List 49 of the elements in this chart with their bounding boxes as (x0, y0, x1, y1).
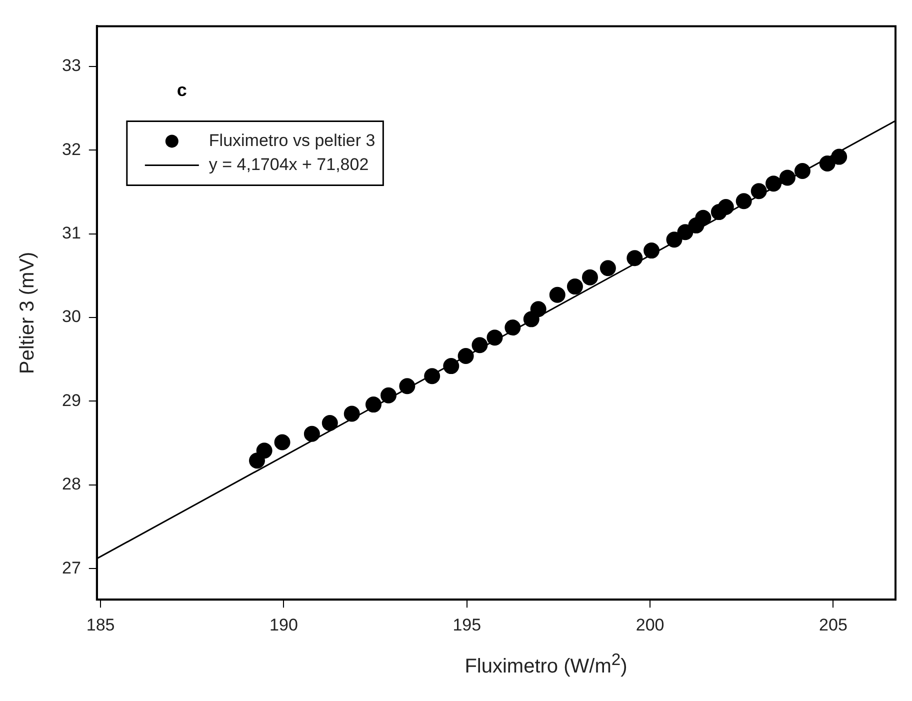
point (304, 426, 320, 442)
x-tick-label: 190 (270, 615, 298, 634)
y-axis-title: Peltier 3 (mV) (16, 252, 39, 374)
y-tick-label: 33 (62, 56, 81, 76)
x-tick-label: 195 (452, 615, 482, 634)
point (626, 250, 643, 266)
point (794, 163, 810, 180)
point (677, 224, 694, 240)
x-tick-label: 185 (86, 615, 115, 634)
point (644, 242, 660, 259)
point (600, 260, 616, 276)
point (566, 278, 583, 295)
point (274, 434, 290, 450)
point (766, 176, 782, 192)
x-tick-label: 200 (636, 615, 664, 634)
annotation: c (176, 80, 187, 100)
legend-label: Fluximetro vs peltier 3 (208, 130, 376, 150)
point (486, 330, 503, 346)
point (666, 232, 682, 248)
point (424, 368, 440, 384)
point (365, 396, 382, 413)
y-tick-label: 30 (62, 307, 81, 326)
y-tick-label: 27 (62, 558, 81, 578)
point (819, 155, 836, 172)
point (472, 337, 488, 354)
point (582, 269, 598, 286)
point (695, 210, 712, 226)
point (322, 414, 338, 431)
point (443, 358, 460, 374)
point (399, 378, 416, 394)
point (458, 348, 474, 364)
point (380, 387, 397, 404)
point (736, 193, 752, 210)
y-tick-label: 28 (62, 474, 81, 494)
y-tick-label: 32 (62, 140, 81, 159)
point (549, 286, 566, 303)
point (256, 442, 272, 459)
point (779, 170, 796, 186)
x-tick-label: 205 (819, 615, 848, 634)
y-tick-label: 29 (62, 390, 81, 410)
point (530, 301, 546, 318)
y-tick-label: 31 (62, 223, 81, 242)
point (344, 406, 360, 422)
legend-label: y = 4,1704x + 71,802 (208, 154, 369, 174)
point (504, 320, 521, 336)
point (718, 199, 734, 216)
point (831, 148, 848, 165)
x-axis-title: Fluximetro (W/m$^{2}$) (464, 650, 628, 679)
point (750, 183, 767, 200)
